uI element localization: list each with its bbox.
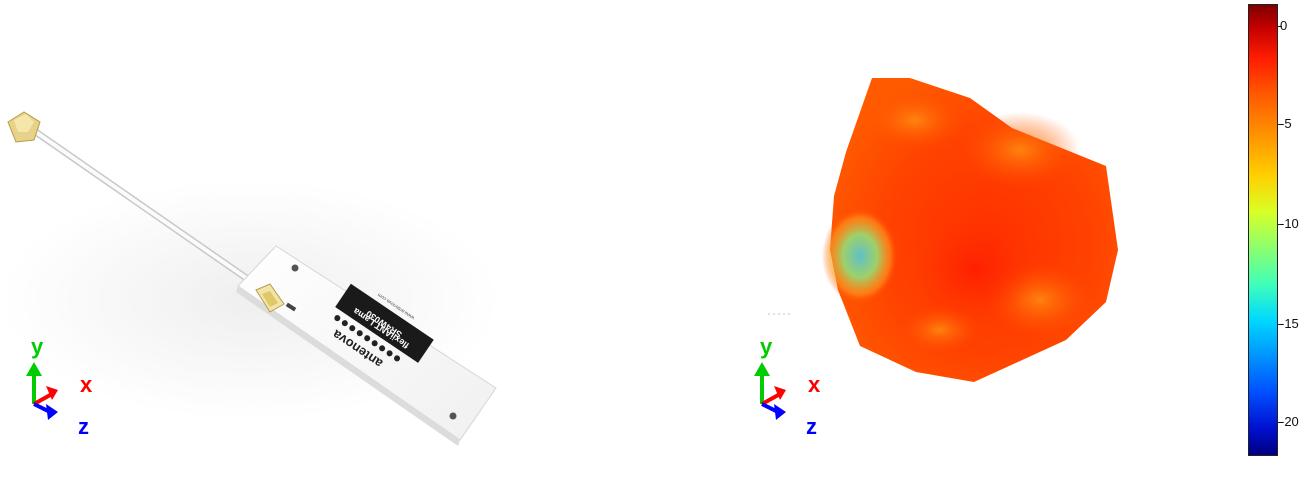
axis-label-z: z <box>806 414 817 439</box>
antenna-cable <box>26 124 256 286</box>
colorbar-tick <box>1277 26 1282 27</box>
colorbar-tick <box>1277 422 1282 423</box>
colorbar-tick-label: 0 <box>1280 18 1288 33</box>
colorbar-tick-label: -5 <box>1280 116 1292 131</box>
axis-triad-right: y x z <box>754 334 821 439</box>
feed-pad <box>255 283 297 313</box>
mount-hole <box>291 264 299 272</box>
colorbar-tick-label: -20 <box>1280 414 1299 429</box>
axis-triad-left: y x z <box>26 334 93 439</box>
colorbar-tick <box>1277 224 1282 225</box>
axis-label-y: y <box>760 334 773 359</box>
axis-label-x: x <box>808 372 821 397</box>
antenna-view: SR4W030 flexiiANT Lama www.antenova.com … <box>0 0 640 477</box>
pcb-board: SR4W030 flexiiANT Lama www.antenova.com … <box>236 245 497 446</box>
axis-label-z: z <box>78 414 89 439</box>
connector <box>7 111 41 143</box>
pattern-surface <box>822 78 1118 382</box>
radiation-pattern-render: y x z <box>754 78 1118 439</box>
antenna-render: SR4W030 flexiiANT Lama www.antenova.com … <box>0 111 500 446</box>
axis-label-y: y <box>31 334 44 359</box>
mount-hole <box>449 412 457 420</box>
colorbar-tick-label: -15 <box>1280 316 1299 331</box>
colorbar-tick-label: -10 <box>1280 216 1299 231</box>
colorbar-gradient <box>1248 4 1278 456</box>
colorbar-tick <box>1277 124 1282 125</box>
axis-label-x: x <box>80 372 93 397</box>
colorbar: 0 -5 -10 -15 -20 <box>1248 4 1308 456</box>
colorbar-tick <box>1277 324 1282 325</box>
pcb-dots <box>334 315 401 362</box>
radiation-pattern-view: y x z <box>720 0 1220 477</box>
